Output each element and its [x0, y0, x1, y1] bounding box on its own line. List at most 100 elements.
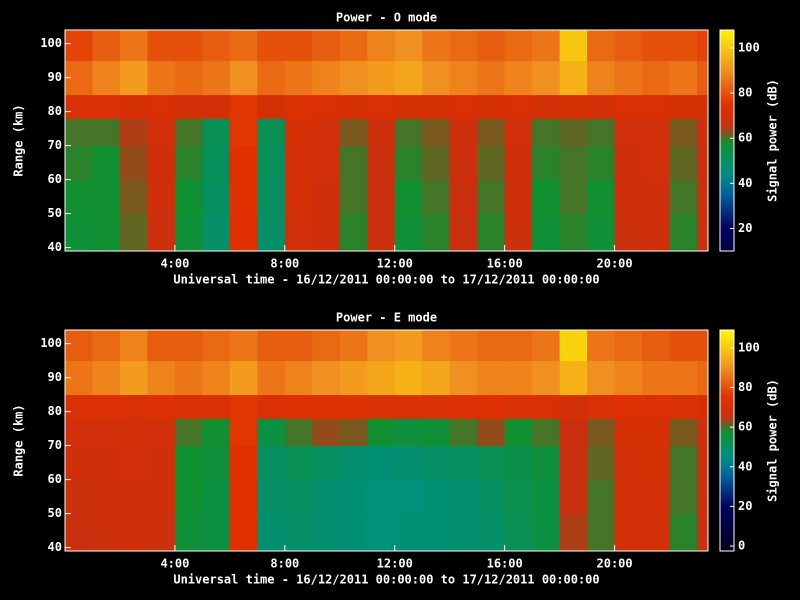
heatmap-cell — [505, 418, 533, 446]
heatmap-cell — [587, 418, 615, 446]
heatmap-cell — [175, 214, 203, 252]
heatmap-cell — [367, 446, 395, 481]
heatmap-cell — [395, 214, 423, 252]
y-tick-label: 40 — [48, 240, 62, 254]
heatmap-cell — [175, 480, 203, 514]
heatmap-cell — [147, 146, 175, 181]
heatmap-cell — [615, 514, 643, 552]
heatmap-cell — [312, 361, 340, 396]
heatmap-cell — [65, 118, 93, 146]
heatmap-cell — [367, 395, 395, 419]
colorbar-tick-label: 100 — [738, 41, 760, 55]
heatmap-cell — [670, 95, 698, 119]
heatmap-cell — [422, 30, 450, 61]
heatmap-cell — [642, 446, 670, 481]
heatmap-cell — [120, 514, 148, 552]
colorbar-tick-label: 60 — [738, 420, 752, 434]
heatmap-cell — [670, 395, 698, 419]
heatmap-cell — [257, 146, 285, 181]
heatmap-cell — [147, 395, 175, 419]
heatmap-cell — [257, 118, 285, 146]
heatmap-cell — [477, 480, 505, 514]
heatmap-cell — [257, 214, 285, 252]
heatmap-cell — [312, 418, 340, 446]
heatmap-cell — [505, 95, 533, 119]
heatmap-cell — [395, 180, 423, 215]
heatmap-cell — [670, 330, 698, 361]
x-tick-label: 20:00 — [597, 257, 633, 271]
heatmap-cell — [120, 361, 148, 396]
x-tick-label: 16:00 — [487, 557, 523, 571]
x-tick-label: 8:00 — [270, 257, 299, 271]
heatmap-cell — [340, 30, 368, 61]
heatmap-cell — [65, 330, 93, 361]
heatmap-cell — [477, 418, 505, 446]
heatmap-cell — [230, 361, 258, 396]
heatmap-cell — [670, 361, 698, 396]
heatmap-cell — [147, 95, 175, 119]
heatmap-cell — [560, 446, 588, 481]
heatmap-cell — [670, 514, 698, 552]
heatmap-cell — [312, 214, 340, 252]
panel-title: Power - E mode — [336, 311, 437, 325]
heatmap-cell — [642, 395, 670, 419]
heatmap-cell — [367, 30, 395, 61]
heatmap-cell — [505, 361, 533, 396]
heatmap-cell — [202, 514, 230, 552]
heatmap-cell — [230, 95, 258, 119]
heatmap-cell — [560, 418, 588, 446]
heatmap-cell — [65, 514, 93, 552]
heatmap-cell — [560, 61, 588, 96]
heatmap-cell — [450, 330, 478, 361]
heatmap-cell — [312, 330, 340, 361]
heatmap-cell — [422, 514, 450, 552]
heatmap-cell — [670, 146, 698, 181]
heatmap-cell — [450, 361, 478, 396]
heatmap-cell — [285, 61, 313, 96]
heatmap-cell — [450, 418, 478, 446]
heatmap-cell — [670, 61, 698, 96]
heatmap-cell — [257, 61, 285, 96]
colorbar-label: Signal power (dB) — [766, 79, 780, 202]
heatmap-cell — [340, 118, 368, 146]
colorbar — [720, 30, 734, 251]
heatmap-cell — [92, 330, 120, 361]
heatmap-cell — [615, 361, 643, 396]
heatmap-cell — [202, 330, 230, 361]
heatmap-cell — [587, 118, 615, 146]
heatmap-cell — [615, 418, 643, 446]
heatmap-cell — [230, 146, 258, 181]
heatmap-cell — [340, 214, 368, 252]
heatmap — [65, 330, 725, 552]
heatmap-cell — [230, 118, 258, 146]
heatmap-cell — [230, 180, 258, 215]
heatmap-cell — [477, 514, 505, 552]
heatmap-cell — [65, 446, 93, 481]
heatmap-cell — [202, 214, 230, 252]
heatmap-cell — [367, 330, 395, 361]
y-tick-label: 40 — [48, 540, 62, 554]
x-tick-label: 16:00 — [487, 257, 523, 271]
heatmap-cell — [312, 395, 340, 419]
heatmap-cell — [670, 418, 698, 446]
heatmap-cell — [587, 180, 615, 215]
heatmap-cell — [120, 61, 148, 96]
heatmap-cell — [450, 514, 478, 552]
heatmap-cell — [422, 480, 450, 514]
heatmap-cell — [147, 30, 175, 61]
heatmap-cell — [560, 30, 588, 61]
panel-title: Power - O mode — [336, 11, 437, 25]
heatmap-cell — [257, 395, 285, 419]
heatmap-cell — [257, 514, 285, 552]
x-tick-label: 4:00 — [160, 557, 189, 571]
heatmap-cell — [92, 61, 120, 96]
y-tick-label: 60 — [48, 172, 62, 186]
heatmap-cell — [477, 330, 505, 361]
heatmap-cell — [230, 395, 258, 419]
heatmap-cell — [422, 446, 450, 481]
heatmap-cell — [560, 514, 588, 552]
heatmap-cell — [65, 418, 93, 446]
colorbar-tick-label: 100 — [738, 340, 760, 354]
